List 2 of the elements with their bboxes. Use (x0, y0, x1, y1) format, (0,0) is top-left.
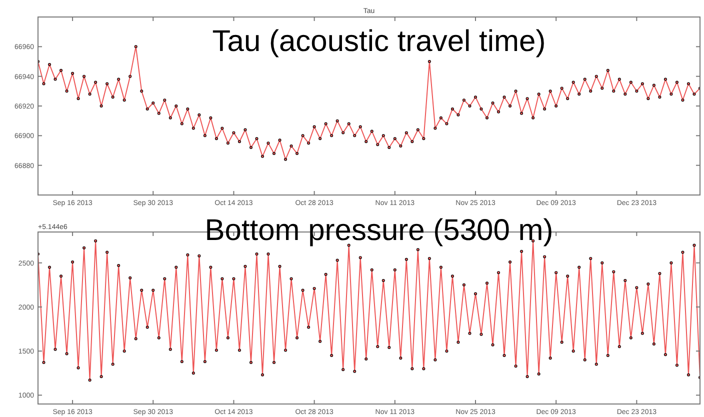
annotation: Bottom pressure (5300 m) (204, 214, 554, 247)
annotation: Tau (acoustic travel time) (212, 25, 546, 58)
